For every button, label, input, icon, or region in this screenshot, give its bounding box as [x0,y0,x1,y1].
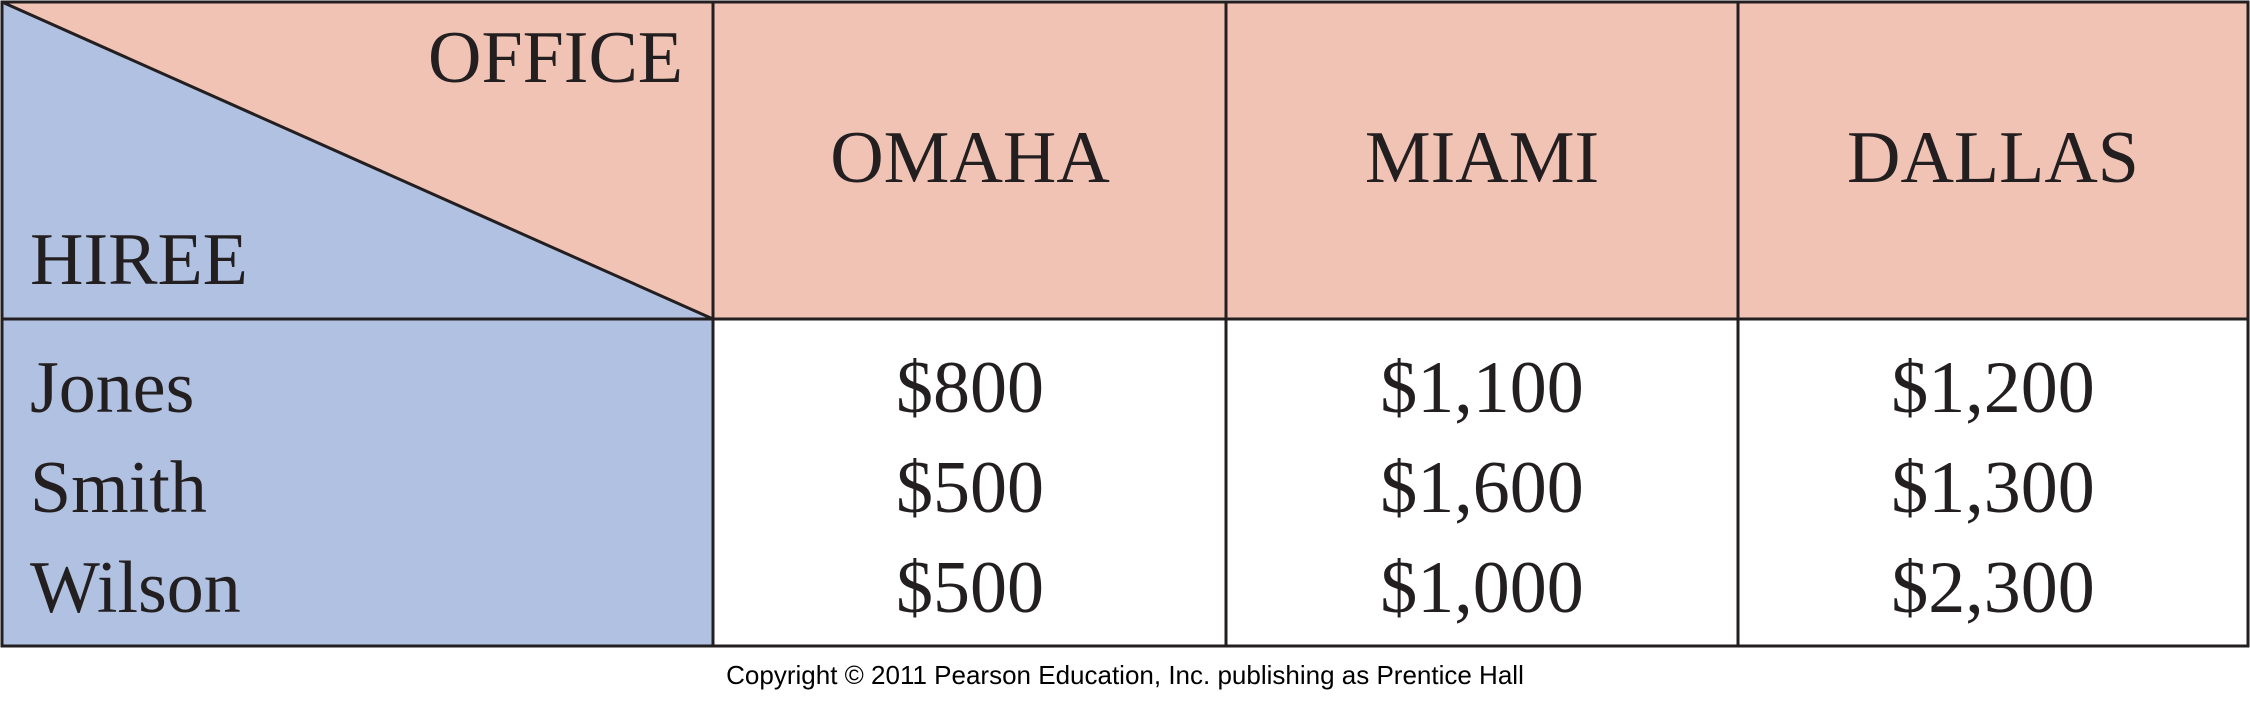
cell-jones-dallas: $1,200 [1891,347,2095,429]
table-row: Jones $800 $1,100 $1,200 [30,347,2095,429]
row-label-smith: Smith [30,447,207,529]
value-cells-background [713,319,2248,646]
column-header-omaha: OMAHA [830,117,1110,199]
assignment-cost-table: OFFICE HIREE OMAHA MIAMI DALLAS Jones $8… [0,0,2250,648]
table-row: Smith $500 $1,600 $1,300 [30,447,2095,529]
row-label-background [2,319,713,646]
cell-smith-miami: $1,600 [1380,447,1584,529]
copyright-notice: Copyright © 2011 Pearson Education, Inc.… [726,660,1524,690]
header-background [713,2,2248,319]
row-label-wilson: Wilson [30,547,241,629]
row-label-jones: Jones [30,347,194,429]
cell-smith-dallas: $1,300 [1891,447,2095,529]
table-grid [0,0,2250,648]
cell-smith-omaha: $500 [896,447,1044,529]
corner-diagonal-line [1,0,714,321]
table-row: Wilson $500 $1,000 $2,300 [30,547,2095,629]
corner-label-hiree: HIREE [30,219,248,301]
cell-jones-omaha: $800 [896,347,1044,429]
cell-wilson-dallas: $2,300 [1891,547,2095,629]
column-header-miami: MIAMI [1365,117,1599,199]
cell-wilson-miami: $1,000 [1380,547,1584,629]
column-header-dallas: DALLAS [1847,117,2139,199]
corner-label-office: OFFICE [428,17,683,99]
cell-wilson-omaha: $500 [896,547,1044,629]
cell-jones-miami: $1,100 [1380,347,1584,429]
table-outer-border [0,0,2250,648]
